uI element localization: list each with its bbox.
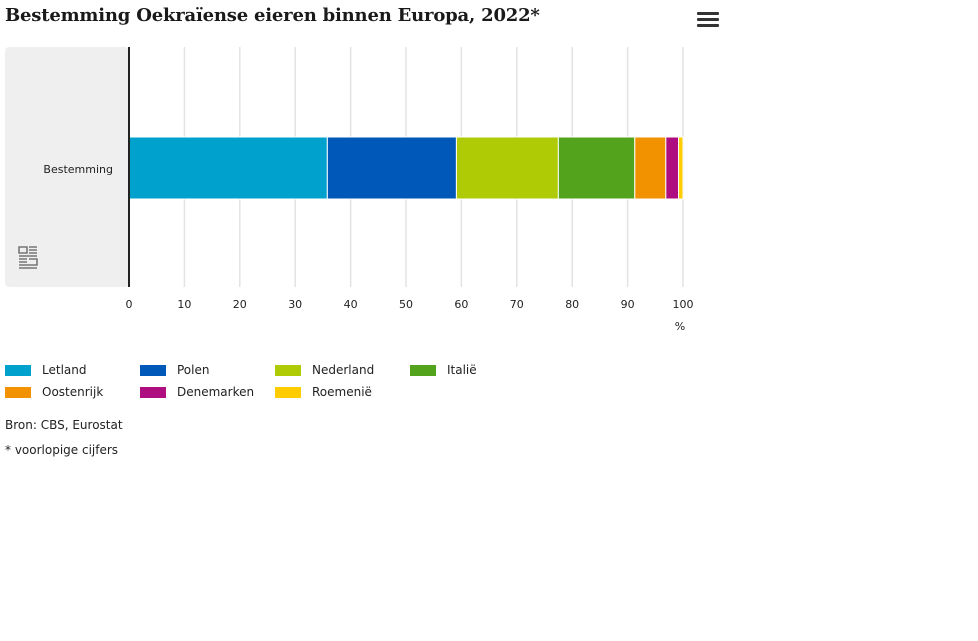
bars [128,136,684,200]
legend-label: Denemarken [177,385,255,399]
chart-area: 0 10 20 30 40 50 60 70 80 90 100 Bestemming % [5,47,694,333]
legend-label: Polen [177,363,210,377]
x-tick-label: 90 [621,298,635,311]
x-tick-label: 10 [177,298,191,311]
x-tick-label: 50 [399,298,413,311]
legend-label: Nederland [312,363,375,377]
bar-segment-nederland[interactable] [455,136,559,200]
x-tick-label: 0 [126,298,133,311]
legend-swatch [275,387,301,398]
legend-swatch [5,365,31,376]
x-tick-label: 40 [344,298,358,311]
legend-item-italie[interactable]: Italië [410,362,530,378]
x-tick-label: 100 [673,298,694,311]
legend-swatch [140,365,166,376]
legend-item-denemarken[interactable]: Denemarken [140,384,260,400]
bar-segment-letland[interactable] [128,136,328,200]
category-panel [5,47,129,287]
x-tick-label: 30 [288,298,302,311]
cbs-logo-icon [18,246,38,269]
legend-swatch [140,387,166,398]
legend-item-polen[interactable]: Polen [140,362,260,378]
bar-segment-denemarken[interactable] [665,136,680,200]
bar-segment-polen[interactable] [326,136,457,200]
x-tick-label: 70 [510,298,524,311]
legend-label: Italië [447,363,477,377]
x-axis-label: % [675,320,685,333]
x-tick-label: 60 [454,298,468,311]
bar-segment-roemenië[interactable] [678,136,684,200]
legend-label: Roemenië [312,385,372,399]
footnote: * voorlopige cijfers [5,443,119,457]
legend-item-oostenrijk[interactable]: Oostenrijk [5,384,125,400]
chart-title: Bestemming Oekraïense eieren binnen Euro… [5,5,540,26]
category-label: Bestemming [43,163,113,176]
legend-swatch [5,387,31,398]
legend-item-letland[interactable]: Letland [5,362,125,378]
legend-label: Oostenrijk [42,385,104,399]
x-tick-labels: 0 10 20 30 40 50 60 70 80 90 100 [126,298,694,311]
legend-item-nederland[interactable]: Nederland [275,362,395,378]
hamburger-menu-icon[interactable] [697,12,719,30]
legend-swatch [410,365,436,376]
bar-segment-oostenrijk[interactable] [634,136,667,200]
x-tick-label: 20 [233,298,247,311]
legend-item-roemenie[interactable]: Roemenië [275,384,395,400]
source-note: Bron: CBS, Eurostat [5,418,123,432]
bar-segment-italië[interactable] [557,136,636,200]
legend-label: Letland [42,363,87,377]
legend-swatch [275,365,301,376]
x-tick-label: 80 [565,298,579,311]
